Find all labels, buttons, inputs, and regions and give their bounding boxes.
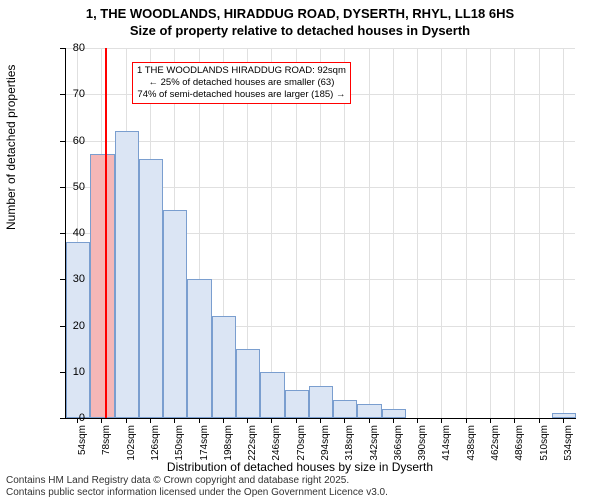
histogram-bar (552, 413, 576, 418)
chart-titles: 1, THE WOODLANDS, HIRADDUG ROAD, DYSERTH… (0, 0, 600, 40)
xtick-label: 222sqm (247, 425, 258, 465)
histogram-bar (260, 372, 284, 418)
histogram-bar (357, 404, 381, 418)
xtick-mark (77, 418, 78, 423)
ytick-mark (60, 418, 65, 419)
xtick-label: 438sqm (466, 425, 477, 465)
xtick-mark (247, 418, 248, 423)
attribution-line1: Contains HM Land Registry data © Crown c… (6, 475, 388, 487)
chart-title-line1: 1, THE WOODLANDS, HIRADDUG ROAD, DYSERTH… (0, 6, 600, 23)
xtick-mark (441, 418, 442, 423)
xtick-label: 150sqm (174, 425, 185, 465)
xtick-mark (393, 418, 394, 423)
xtick-mark (271, 418, 272, 423)
xtick-mark (369, 418, 370, 423)
xtick-mark (514, 418, 515, 423)
ytick-label: 20 (73, 320, 85, 332)
ytick-mark (60, 326, 65, 327)
ytick-mark (60, 372, 65, 373)
xtick-label: 534sqm (563, 425, 574, 465)
ytick-label: 0 (79, 412, 85, 424)
ytick-label: 50 (73, 181, 85, 193)
xtick-mark (320, 418, 321, 423)
xtick-label: 198sqm (223, 425, 234, 465)
xtick-mark (174, 418, 175, 423)
xtick-label: 54sqm (77, 425, 88, 465)
histogram-bar (309, 386, 333, 418)
histogram-bar (236, 349, 260, 418)
xtick-label: 126sqm (150, 425, 161, 465)
xtick-mark (417, 418, 418, 423)
xtick-mark (490, 418, 491, 423)
xtick-label: 318sqm (344, 425, 355, 465)
ytick-label: 70 (73, 88, 85, 100)
histogram-bar (333, 400, 357, 419)
xtick-mark (344, 418, 345, 423)
ytick-mark (60, 279, 65, 280)
xtick-label: 462sqm (490, 425, 501, 465)
ytick-label: 60 (73, 135, 85, 147)
xtick-label: 174sqm (199, 425, 210, 465)
annotation-line2: ← 25% of detached houses are smaller (63… (137, 77, 346, 89)
highlight-line (105, 48, 107, 418)
histogram-bar (285, 390, 309, 418)
property-size-chart: 1, THE WOODLANDS, HIRADDUG ROAD, DYSERTH… (0, 0, 600, 500)
xtick-label: 390sqm (417, 425, 428, 465)
annotation-line3: 74% of semi-detached houses are larger (… (137, 89, 346, 101)
xtick-label: 366sqm (393, 425, 404, 465)
xtick-label: 414sqm (441, 425, 452, 465)
histogram-bar (187, 279, 211, 418)
xtick-label: 246sqm (271, 425, 282, 465)
ytick-label: 10 (73, 366, 85, 378)
histogram-bar (90, 154, 114, 418)
xtick-label: 78sqm (101, 425, 112, 465)
attribution: Contains HM Land Registry data © Crown c… (6, 475, 388, 499)
plot-area (65, 48, 576, 419)
ytick-mark (60, 187, 65, 188)
ytick-mark (60, 94, 65, 95)
xtick-mark (101, 418, 102, 423)
ytick-label: 80 (73, 42, 85, 54)
histogram-bar (139, 159, 163, 418)
ytick-mark (60, 48, 65, 49)
xtick-mark (223, 418, 224, 423)
y-axis-label: Number of detached properties (4, 65, 18, 230)
histogram-bar (212, 316, 236, 418)
annotation-callout: 1 THE WOODLANDS HIRADDUG ROAD: 92sqm ← 2… (132, 62, 351, 104)
xtick-label: 270sqm (296, 425, 307, 465)
ytick-label: 30 (73, 273, 85, 285)
xtick-label: 486sqm (514, 425, 525, 465)
xtick-mark (199, 418, 200, 423)
x-axis-label: Distribution of detached houses by size … (0, 460, 600, 474)
xtick-label: 294sqm (320, 425, 331, 465)
xtick-mark (466, 418, 467, 423)
ytick-mark (60, 141, 65, 142)
ytick-label: 40 (73, 227, 85, 239)
histogram-bar (163, 210, 187, 418)
xtick-label: 510sqm (539, 425, 550, 465)
xtick-mark (563, 418, 564, 423)
xtick-mark (126, 418, 127, 423)
xtick-mark (296, 418, 297, 423)
xtick-mark (539, 418, 540, 423)
attribution-line2: Contains public sector information licen… (6, 487, 388, 499)
ytick-mark (60, 233, 65, 234)
xtick-label: 342sqm (369, 425, 380, 465)
histogram-bar (115, 131, 139, 418)
xtick-label: 102sqm (126, 425, 137, 465)
histogram-bar (382, 409, 406, 418)
xtick-mark (150, 418, 151, 423)
chart-title-line2: Size of property relative to detached ho… (0, 23, 600, 40)
annotation-line1: 1 THE WOODLANDS HIRADDUG ROAD: 92sqm (137, 65, 346, 77)
